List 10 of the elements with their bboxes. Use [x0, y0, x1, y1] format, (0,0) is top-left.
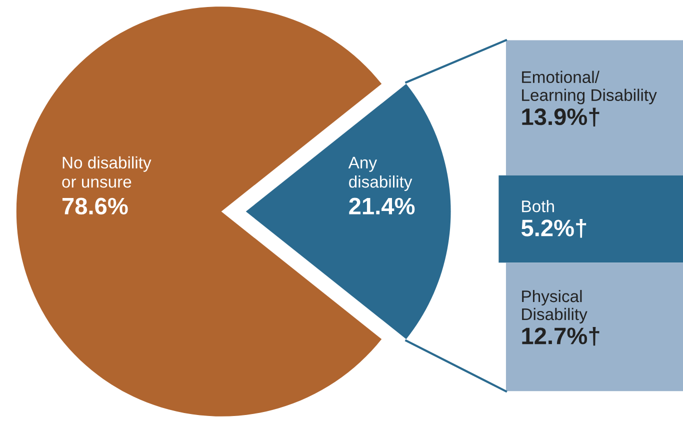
- category-label: Emotional/ Learning Disability: [522, 70, 657, 104]
- slice-label: No disability or unsure: [62, 156, 152, 188]
- data-label: 13.9%†: [522, 108, 600, 127]
- data-label: 21.4%: [349, 198, 415, 214]
- category-label: Physical Disability: [522, 290, 588, 324]
- slice-label: Any disability: [348, 156, 412, 192]
- category-label: Both: [522, 200, 554, 212]
- data-label: 78.6%: [62, 198, 128, 214]
- data-label: 5.2%†: [521, 219, 586, 238]
- data-label: 12.7%†: [522, 326, 600, 346]
